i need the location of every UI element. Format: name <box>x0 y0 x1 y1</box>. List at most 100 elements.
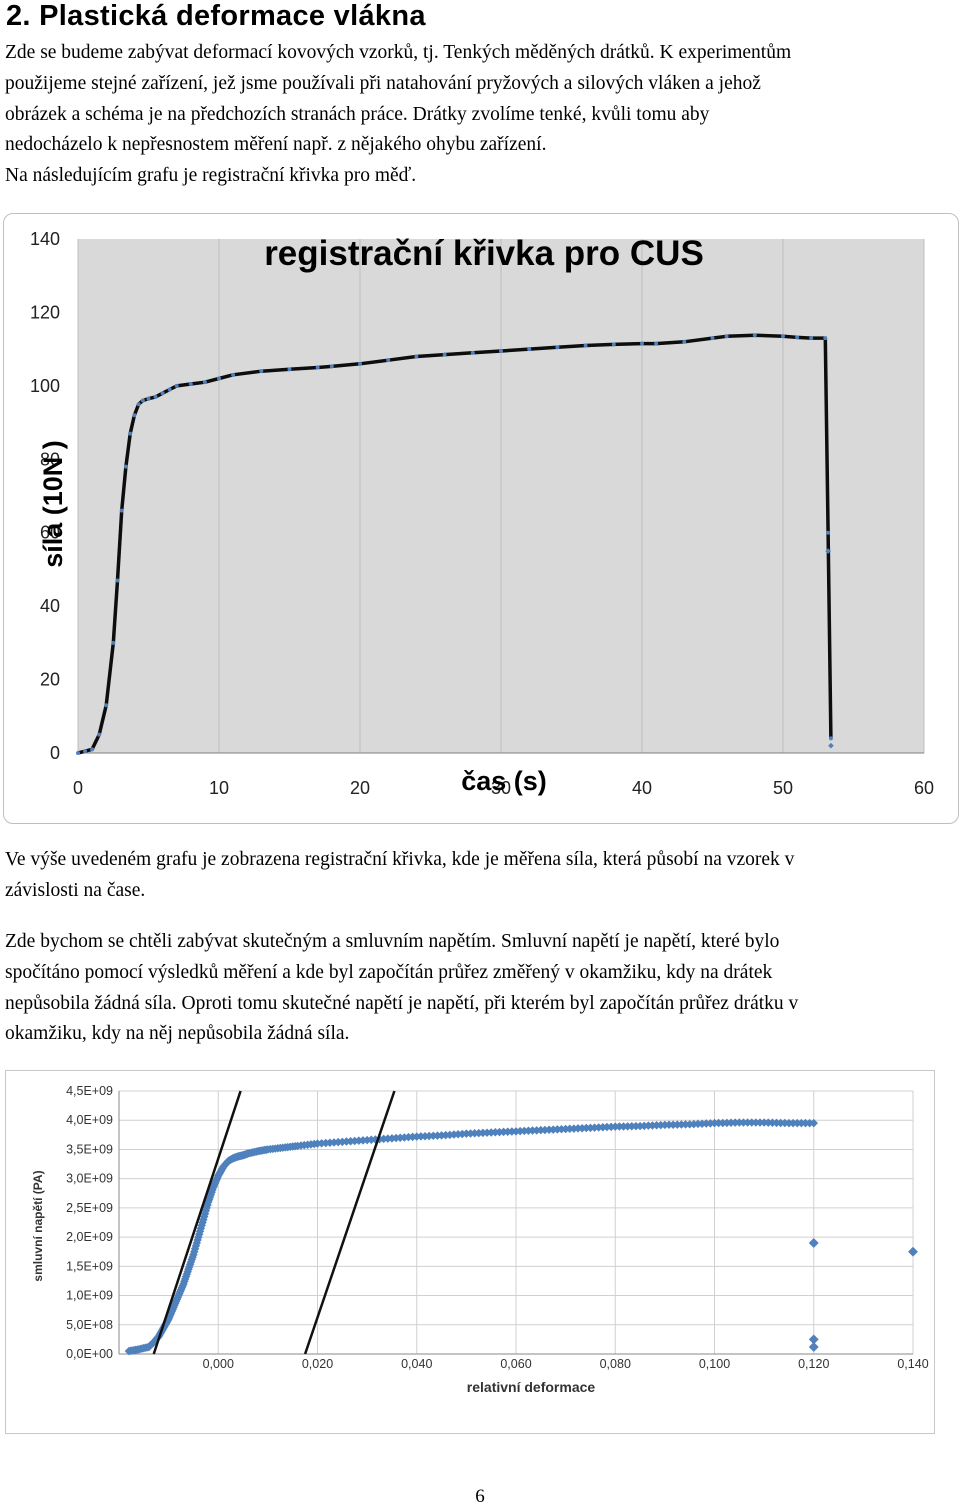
data-point <box>76 751 80 755</box>
data-point <box>809 336 814 341</box>
x-tick-label: 0,100 <box>699 1357 730 1371</box>
data-point <box>724 334 729 339</box>
section-heading: 2. Plastická deformace vlákna <box>6 0 426 32</box>
data-point <box>414 354 419 359</box>
outlier-point <box>828 742 834 749</box>
data-point <box>358 361 362 366</box>
data-point <box>823 336 828 341</box>
y-tick-label: 0 <box>50 743 60 763</box>
text-line: nepůsobila žádná síla. Oproti tomu skute… <box>5 992 799 1014</box>
stress-strain-svg: 0,0E+00 5,0E+08 1,0E+09 1,5E+09 2,0E+09 2,5E+… <box>31 1084 929 1395</box>
x-tick-label: 20 <box>350 778 370 798</box>
data-point <box>132 413 137 418</box>
y-axis-label: smluvní napětí (PA) <box>31 1170 45 1281</box>
y-tick-label: 5,0E+08 <box>66 1318 113 1332</box>
outlier-point <box>808 1334 819 1345</box>
data-point <box>640 341 644 346</box>
data-point <box>795 335 800 340</box>
outlier-point <box>808 1238 819 1248</box>
y-tick-label: 1,0E+09 <box>66 1289 113 1303</box>
x-tick-label: 50 <box>773 778 793 798</box>
data-point <box>315 365 320 370</box>
data-point <box>111 640 116 645</box>
data-point <box>386 358 391 363</box>
data-point <box>442 352 447 357</box>
data-point <box>140 398 145 403</box>
data-point <box>115 578 120 583</box>
y-tick-label: 80 <box>40 449 60 469</box>
data-point <box>104 703 109 708</box>
data-point <box>90 747 95 752</box>
y-tick-label: 2,0E+09 <box>66 1230 113 1244</box>
data-point <box>287 367 292 372</box>
x-tick-label: 40 <box>632 778 652 798</box>
x-tick-label: 0,020 <box>302 1357 333 1371</box>
x-tick-label: 0,080 <box>600 1357 631 1371</box>
data-point <box>83 749 88 754</box>
text-line: spočítáno pomocí výsledků měření a kde b… <box>5 961 773 983</box>
data-point <box>202 380 207 385</box>
data-point <box>231 372 236 377</box>
y-tick-label: 0,0E+00 <box>66 1347 113 1361</box>
y-tick-label: 60 <box>40 523 60 543</box>
data-point <box>583 343 588 348</box>
y-tick-label: 120 <box>30 302 60 322</box>
data-point <box>217 376 221 381</box>
outlier-point <box>825 548 831 554</box>
x-tick-label: 0 <box>73 778 83 798</box>
chart-title: registrační křivka pro CUS <box>264 234 704 273</box>
x-tick-label: 60 <box>914 778 934 798</box>
text-line: nedocházelo k nepřesnostem měření např. … <box>5 134 547 156</box>
y-tick-label: 1,5E+09 <box>66 1259 113 1273</box>
data-point <box>160 391 165 396</box>
data-point <box>329 364 334 369</box>
y-tick-label: 20 <box>40 670 60 690</box>
paragraph-2: Ve výše uvedeném grafu je zobrazena regi… <box>5 845 950 907</box>
x-tick-label: 0,140 <box>897 1357 928 1371</box>
text-line: Zde bychom se chtěli zabývat skutečným a… <box>5 931 780 952</box>
y-tick-label: 4,0E+09 <box>66 1113 113 1127</box>
registration-curve-chart: 0 20 40 60 80 100 120 140 0 10 20 30 40 50 60 registr… <box>3 213 959 824</box>
data-point <box>128 431 133 436</box>
paragraph-3: Zde bychom se chtěli zabývat skutečným a… <box>5 927 950 1050</box>
text-line: Zde se budeme zabývat deformací kovových… <box>5 42 792 63</box>
text-line: Ve výše uvedeném grafu je zobrazena regi… <box>5 849 795 870</box>
text-line: obrázek a schéma je na předchozích stran… <box>5 103 710 125</box>
x-tick-label: 0,000 <box>203 1357 234 1371</box>
text-line: závislosti na čase. <box>5 879 146 901</box>
data-point <box>153 394 158 399</box>
data-point <box>123 464 128 469</box>
registration-curve-svg: 0 20 40 60 80 100 120 140 0 10 20 30 40 50 60 registr… <box>30 229 934 798</box>
data-point <box>611 342 616 347</box>
data-point <box>826 530 831 535</box>
page-number: 6 <box>475 1486 485 1507</box>
x-tick-label: 0,060 <box>500 1357 531 1371</box>
x-axis-label: čas (s) <box>461 766 547 796</box>
x-axis-label: relativní deformace <box>467 1379 596 1395</box>
y-axis-label: síla (10N ) <box>38 440 68 568</box>
data-point <box>682 339 687 344</box>
text-line: Na následujícím grafu je registrační kři… <box>5 165 417 187</box>
intro-paragraph: Zde se budeme zabývat deformací kovových… <box>5 38 950 192</box>
x-tick-label: 30 <box>491 778 511 798</box>
data-point <box>499 348 503 353</box>
data-point <box>470 350 475 355</box>
data-point <box>555 345 560 350</box>
x-tick-label: 0,120 <box>798 1357 829 1371</box>
text-line: použijeme stejné zařízení, jež jsme použ… <box>5 72 761 94</box>
data-point <box>527 347 532 352</box>
data-point <box>710 336 715 341</box>
data-point <box>136 402 141 407</box>
y-tick-label: 40 <box>40 596 60 616</box>
x-tick-label: 0,040 <box>401 1357 432 1371</box>
outlier-point <box>808 1342 819 1352</box>
y-tick-label: 4,5E+09 <box>66 1084 113 1098</box>
data-point <box>188 382 193 387</box>
data-point <box>174 383 179 388</box>
text-line: okamžiku, kdy na něj nepůsobila žádná sí… <box>5 1023 350 1045</box>
data-point <box>146 396 151 401</box>
reference-line <box>303 1090 396 1355</box>
x-tick-label: 10 <box>209 778 229 798</box>
stress-strain-chart: 0,0E+00 5,0E+08 1,0E+09 1,5E+09 2,0E+09 2,5E+… <box>5 1070 935 1434</box>
data-point <box>97 732 102 737</box>
